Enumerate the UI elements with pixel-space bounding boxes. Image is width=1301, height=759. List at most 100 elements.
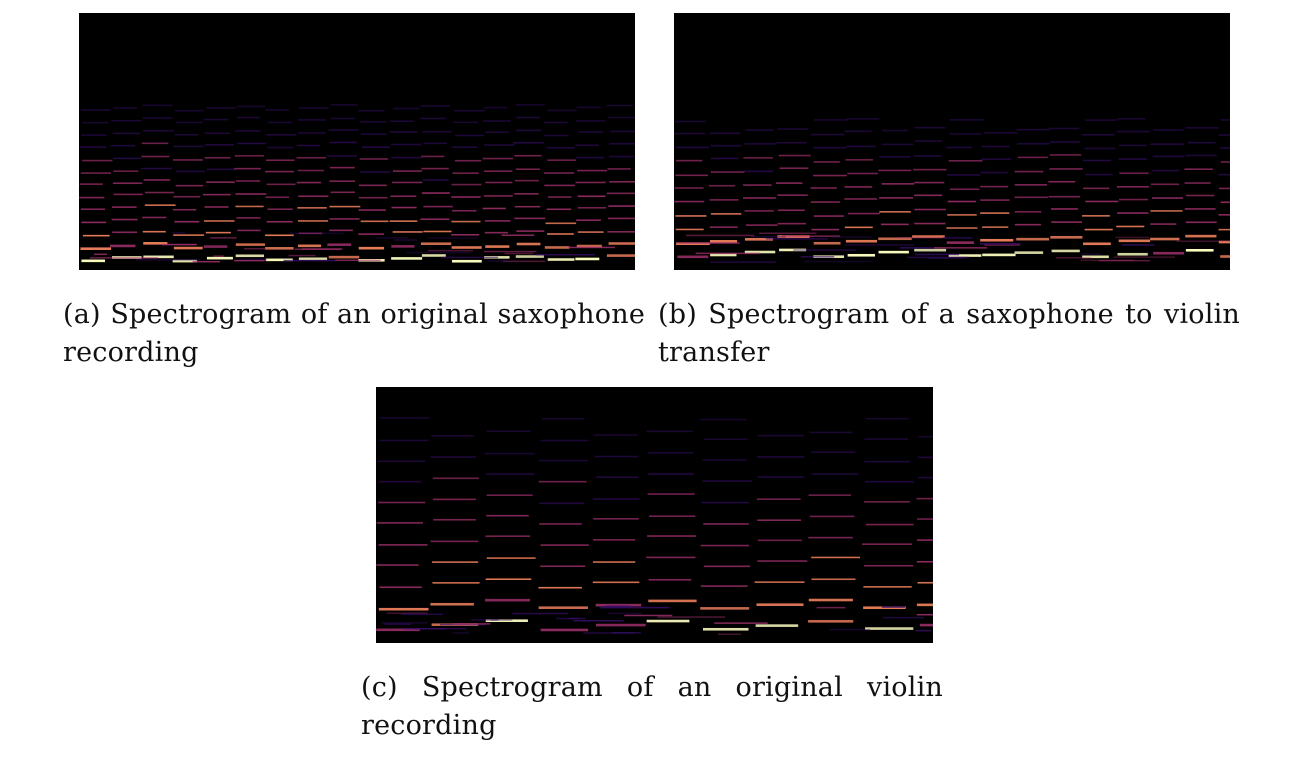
spectrogram-streak	[432, 582, 480, 584]
spectrogram-streak	[810, 201, 840, 203]
spectrogram-noise	[927, 257, 964, 260]
spectrogram-streak	[606, 104, 633, 107]
spectrogram-streak	[485, 245, 510, 248]
spectrogram-streak	[142, 230, 166, 233]
spectrogram-streak	[112, 132, 141, 135]
spectrogram-streak	[544, 184, 575, 187]
spectrogram-streak	[297, 119, 327, 121]
spectrogram-streak	[377, 460, 426, 463]
spectrogram-streak	[946, 227, 978, 229]
spectrogram-streak	[844, 186, 873, 188]
spectrogram-streak	[430, 456, 476, 458]
spectrogram-streak	[421, 167, 449, 170]
spectrogram-streak	[359, 158, 389, 160]
spectrogram-streak	[378, 480, 422, 483]
spectrogram-streak	[81, 134, 107, 136]
spectrogram-streak	[1116, 186, 1149, 188]
spectrogram-streak	[594, 455, 639, 458]
spectrogram-streak	[755, 624, 799, 627]
spectrogram-streak	[431, 435, 474, 437]
spectrogram-noise	[677, 242, 740, 244]
spectrogram-streak	[1219, 187, 1230, 190]
spectrogram-streak	[484, 452, 535, 455]
spectrogram-streak	[1048, 195, 1081, 198]
spectrogram-streak	[203, 193, 231, 196]
spectrogram-streak	[82, 121, 109, 124]
spectrogram-streak	[777, 222, 807, 225]
spectrogram-streak	[1218, 173, 1230, 176]
spectrogram-streak	[266, 220, 293, 223]
spectrogram-streak	[607, 168, 631, 170]
caption-c-line2: recording	[361, 710, 497, 741]
spectrogram-streak	[391, 257, 423, 260]
spectrogram-noise	[829, 628, 871, 631]
spectrogram-streak	[358, 246, 385, 250]
caption-a-line2: recording	[63, 337, 199, 368]
spectrogram-streak	[378, 501, 426, 504]
spectrogram-streak	[1082, 133, 1115, 136]
spectrogram-streak	[864, 460, 911, 463]
spectrogram-streak	[540, 544, 589, 546]
spectrogram-streak	[1150, 223, 1177, 225]
spectrogram-streak	[917, 581, 933, 584]
spectrogram-noise	[573, 620, 624, 622]
spectrogram-streak	[813, 215, 844, 217]
spectrogram-streak	[80, 247, 112, 251]
spectrogram-streak	[702, 459, 747, 461]
spectrogram-streak	[982, 226, 1009, 228]
spectrogram-streak	[757, 476, 805, 478]
figure-caption-a: (a) Spectrogram of an original saxophone…	[63, 296, 645, 372]
spectrogram-streak	[811, 556, 861, 559]
spectrogram-streak	[648, 578, 692, 581]
spectrogram-streak	[865, 523, 914, 526]
spectrogram-noise	[490, 619, 513, 621]
spectrogram-streak	[606, 192, 635, 195]
spectrogram-streak	[452, 209, 477, 212]
spectrogram-streak	[484, 144, 515, 146]
spectrogram-streak	[776, 141, 807, 144]
spectrogram-streak	[701, 501, 750, 504]
spectrogram-streak	[809, 515, 855, 518]
spectrogram-streak	[708, 184, 736, 187]
spectrogram-streak	[700, 418, 747, 421]
spectrogram-streak	[80, 208, 106, 211]
spectrogram-streak	[485, 598, 531, 602]
spectrogram-streak	[593, 518, 639, 520]
spectrogram-streak	[482, 207, 506, 210]
spectrogram-streak	[918, 435, 933, 438]
spectrogram-streak	[144, 191, 174, 194]
spectrogram-streak	[110, 144, 135, 147]
spectrogram-streak	[1084, 228, 1113, 231]
spectrogram-streak	[864, 564, 914, 567]
spectrogram-streak	[268, 121, 293, 124]
spectrogram-streak	[576, 156, 605, 159]
spectrogram-streak	[703, 523, 749, 525]
spectrogram-streak	[484, 231, 509, 234]
spectrogram-streak	[609, 130, 635, 133]
spectrogram-streak	[1184, 208, 1216, 210]
spectrogram-streak	[646, 556, 696, 559]
spectrogram-streak	[1050, 236, 1083, 239]
spectrogram-noise	[213, 255, 224, 257]
spectrogram-streak	[483, 120, 512, 122]
spectrogram-noise	[386, 612, 428, 614]
spectrogram-noise	[172, 232, 186, 234]
spectrogram-streak	[234, 130, 261, 132]
spectrogram-streak	[538, 459, 589, 462]
spectrogram-streak	[1220, 201, 1230, 204]
spectrogram-noise	[288, 254, 316, 257]
spectrogram-streak	[547, 109, 577, 112]
spectrogram-noise	[607, 612, 643, 615]
spectrogram-noise	[750, 236, 786, 238]
spectrogram-streak	[206, 256, 233, 260]
spectrogram-streak	[948, 254, 982, 257]
spectrogram-streak	[266, 159, 295, 162]
spectrogram-streak	[421, 254, 446, 257]
spectrogram-streak	[808, 620, 854, 623]
spectrogram-streak	[173, 234, 205, 236]
spectrogram-streak	[1117, 252, 1148, 256]
spectrogram-noise	[717, 633, 741, 636]
spectrogram-noise	[916, 613, 933, 616]
spectrogram-streak	[514, 193, 539, 195]
spectrogram-streak	[514, 217, 546, 220]
